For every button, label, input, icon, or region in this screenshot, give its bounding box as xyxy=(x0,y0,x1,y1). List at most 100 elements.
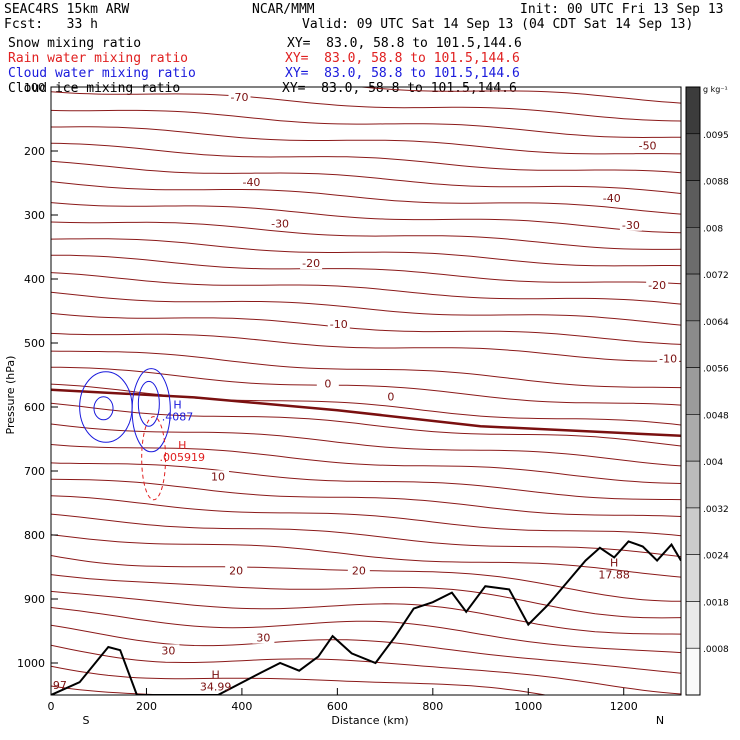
isotherm xyxy=(51,513,681,558)
contour-label: -10 xyxy=(330,318,348,331)
field-xy-snow: XY= 83.0, 58.8 to 101.5,144.6 xyxy=(287,36,522,51)
contour-label-bg xyxy=(228,90,251,103)
y-tick-label: 700 xyxy=(24,465,45,478)
isotherm xyxy=(51,423,681,467)
endpoint-left: S xyxy=(83,714,90,727)
colorbar-label: .0048 xyxy=(703,411,729,421)
extremum-value: .005919 xyxy=(160,451,206,464)
y-tick-label: 300 xyxy=(24,209,45,222)
valid-time: Valid: 09 UTC Sat 14 Sep 13 (04 CDT Sat … xyxy=(302,17,694,32)
contour-label-bg xyxy=(657,352,680,365)
isotherm xyxy=(51,366,681,406)
contour-label-bg xyxy=(157,644,180,657)
y-tick-label: 600 xyxy=(24,401,45,414)
contour-label-bg xyxy=(207,470,230,483)
colorbar-cell xyxy=(685,86,701,135)
contour-label-bg xyxy=(379,390,402,403)
contour-label-bg xyxy=(252,631,275,644)
contour-label-bg xyxy=(300,257,323,270)
isotherm xyxy=(51,181,681,215)
field-xy-cloud-water: XY= 83.0, 58.8 to 101.5,144.6 xyxy=(285,66,520,81)
isotherm xyxy=(51,312,681,345)
colorbar-cell xyxy=(685,133,701,181)
colorbar-cell xyxy=(685,460,701,509)
y-tick-label: 400 xyxy=(24,273,45,286)
endpoint-right: N xyxy=(656,714,664,727)
y-tick-label: 500 xyxy=(24,337,45,350)
terrain-line xyxy=(51,540,681,695)
x-tick-label: 1200 xyxy=(610,700,638,713)
colorbar-cell xyxy=(685,367,701,415)
axes: 0 200 400 600 800 1000 12001002003004005006007… xyxy=(17,81,638,713)
y-tick-label: 100 xyxy=(24,81,45,94)
colorbar-unit: g kg⁻¹ xyxy=(703,85,728,94)
isotherm xyxy=(51,272,681,305)
field-label-cloud-water: Cloud water mixing ratio xyxy=(8,66,196,81)
cloud-water-contour xyxy=(137,380,160,427)
colorbar-label: .0064 xyxy=(703,318,729,328)
rain-water-contour xyxy=(141,416,167,501)
y-tick-label: 200 xyxy=(24,145,45,158)
plot-frame xyxy=(50,86,682,696)
contour-label-bg xyxy=(316,377,339,390)
contour-label-bg xyxy=(269,217,292,230)
colorbar-label: .0008 xyxy=(703,645,729,655)
colorbar-label: .0032 xyxy=(703,505,729,515)
isotherm xyxy=(51,495,681,537)
isotherm xyxy=(51,462,681,501)
contour-label-bg xyxy=(636,139,659,152)
corner-value: 97 xyxy=(53,679,67,692)
cloud-water-contour xyxy=(131,368,171,453)
colorbar-cell xyxy=(685,227,701,275)
contour-label: 0 xyxy=(324,378,331,391)
contour-label-bg xyxy=(240,175,263,188)
colorbar-label: .004 xyxy=(703,458,723,468)
isotherm xyxy=(51,478,681,517)
extremum-value: .4087 xyxy=(162,411,194,424)
colorbar-frame xyxy=(685,86,701,696)
isotherm xyxy=(51,221,681,250)
contour-label: 0 xyxy=(387,390,394,403)
x-tick-label: 800 xyxy=(422,700,443,713)
isotherm xyxy=(51,590,681,635)
colorbar-cell xyxy=(685,601,701,649)
contour-label: 20 xyxy=(229,564,243,577)
isotherm xyxy=(51,644,681,695)
colorbar: .0095 .0088 .008 .0072 .0064 .0056 .0048 .004 .0… xyxy=(685,85,729,696)
isotherm xyxy=(51,291,681,326)
contour-label: 20 xyxy=(352,564,366,577)
extremum-marker: H xyxy=(610,557,618,570)
isotherm xyxy=(51,574,681,619)
freezing-level xyxy=(51,388,681,438)
contour-label: -70 xyxy=(231,91,249,104)
isotherm xyxy=(51,91,681,122)
contour-label-bg xyxy=(600,191,623,204)
contour-label: 30 xyxy=(256,632,270,645)
x-tick-label: 200 xyxy=(136,700,157,713)
contour-label-bg xyxy=(646,278,669,291)
y-tick-label: 1000 xyxy=(17,657,45,670)
extremum-marker: H xyxy=(212,669,220,682)
isotherm xyxy=(51,383,681,426)
field-label-cloud-ice: Cloud ice mixing ratio xyxy=(8,81,181,96)
cloud-water-contour xyxy=(93,396,114,421)
field-label-snow: Snow mixing ratio xyxy=(8,36,142,51)
x-tick-label: 0 xyxy=(48,700,55,713)
contour-label: -30 xyxy=(271,218,289,231)
contour-label: -50 xyxy=(639,139,657,152)
temperature-contours xyxy=(51,87,681,695)
colorbar-label: .0018 xyxy=(703,598,729,608)
isotherm xyxy=(51,534,681,578)
contour-label: -20 xyxy=(648,279,666,292)
isotherm xyxy=(51,444,681,484)
colorbar-cell xyxy=(685,507,701,555)
colorbar-cell xyxy=(685,554,701,602)
isotherm xyxy=(51,402,681,447)
isotherm xyxy=(51,238,681,267)
field-xy-rain: XY= 83.0, 58.8 to 101.5,144.6 xyxy=(285,51,520,66)
org-name: NCAR/MMM xyxy=(252,2,315,17)
init-time: Init: 00 UTC Fri 13 Sep 13 xyxy=(520,2,724,17)
contour-label: -40 xyxy=(242,176,260,189)
forecast-hour: Fcst: 33 h xyxy=(4,17,98,32)
contour-label-bg xyxy=(619,218,642,231)
